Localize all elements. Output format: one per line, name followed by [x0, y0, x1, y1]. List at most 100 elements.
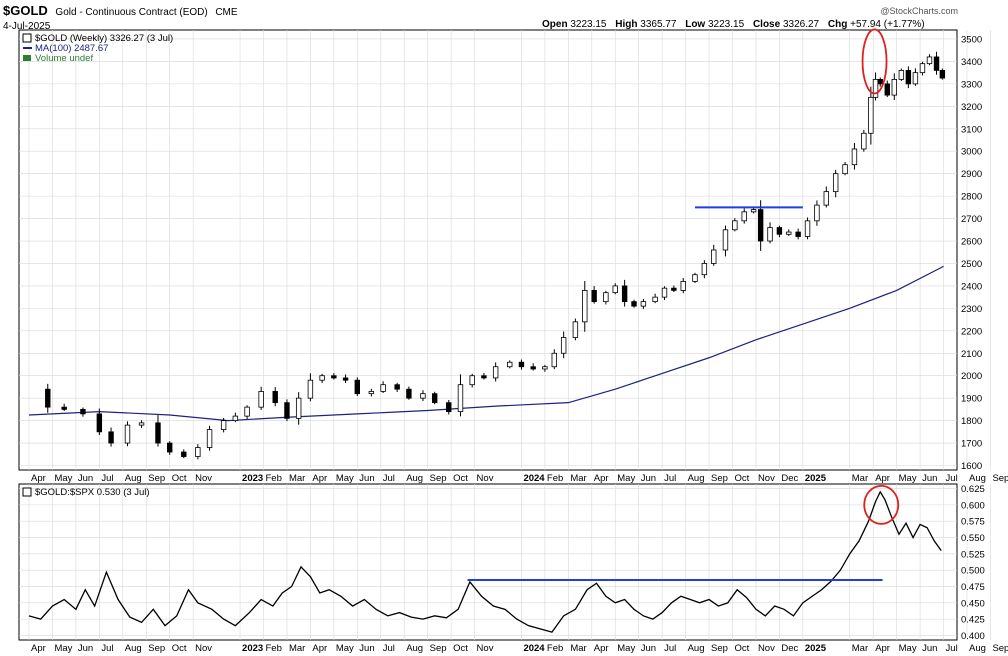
candle-down	[621, 285, 628, 303]
low-value: 3223.15	[708, 19, 745, 30]
candle-down	[61, 406, 67, 410]
x-tick-label: Jul	[383, 643, 395, 654]
x-tick-label: Jul	[664, 643, 676, 654]
x-tick-label: Jun	[359, 643, 374, 654]
candle-up	[295, 397, 302, 419]
y-tick-label: 2200	[961, 326, 982, 337]
ratio-legend-swatch	[22, 487, 32, 497]
candle-up	[368, 391, 375, 395]
x-tick-label: Sep	[711, 473, 728, 484]
exchange: CME	[215, 7, 238, 18]
candle-up	[741, 211, 747, 222]
y-tick-label: 2600	[961, 237, 982, 248]
candle-up	[919, 63, 926, 74]
x-tick-label: Mar	[852, 473, 868, 484]
candle-up	[138, 422, 145, 426]
candle-down	[905, 70, 912, 85]
y-tick-label: 0.500	[961, 566, 985, 577]
price-annotations	[694, 28, 888, 209]
price-legend-swatch	[22, 33, 32, 43]
y-tick-label: 1700	[961, 439, 982, 450]
ma-legend-text: MA(100) 2487.67	[35, 43, 108, 54]
x-tick-label: Apr	[875, 643, 890, 654]
candle-up	[891, 78, 898, 96]
symbol: $GOLD	[3, 3, 48, 18]
candle-up	[507, 361, 513, 368]
x-tick-label: Sep	[992, 473, 1008, 484]
candle-up	[701, 263, 708, 276]
x-tick-label: Apr	[31, 473, 46, 484]
candle-up	[220, 420, 227, 430]
volume-legend-swatch	[23, 55, 31, 61]
x-tick-label: Dec	[781, 643, 798, 654]
candle-down	[631, 301, 637, 307]
x-tick-label: Mar	[570, 643, 586, 654]
x-tick-label: Oct	[453, 643, 468, 654]
x-tick-label: Mar	[289, 643, 305, 654]
ma100-path	[28, 265, 944, 422]
price-panel-frame	[18, 29, 958, 471]
x-tick-label: Apr	[594, 643, 609, 654]
candle-down	[181, 451, 187, 457]
candle-down	[431, 393, 438, 404]
candle-up	[206, 429, 213, 448]
candle-up	[926, 56, 933, 65]
candle-down	[331, 375, 337, 379]
credit-label: @StockCharts.com	[880, 6, 958, 16]
candle-up	[851, 148, 858, 166]
candle-down	[272, 391, 278, 404]
x-tick-label: Sep	[148, 473, 165, 484]
x-tick-label: Feb	[266, 643, 282, 654]
candle-up	[232, 415, 239, 422]
candle-up	[823, 191, 829, 206]
y-tick-label: 3500	[961, 34, 982, 45]
y-tick-label: 2700	[961, 214, 982, 225]
candle-down	[939, 70, 946, 79]
candle-up	[786, 231, 792, 235]
candle-up	[832, 173, 839, 193]
x-tick-label: Jun	[359, 473, 374, 484]
x-tick-label: Feb	[266, 473, 282, 484]
candle-down	[757, 209, 764, 242]
ratio-highlight-circle	[863, 484, 900, 525]
x-tick-label: May	[617, 473, 635, 484]
x-tick-label: Apr	[875, 473, 890, 484]
candle-up	[469, 375, 475, 386]
y-tick-label: 2300	[961, 304, 982, 315]
candle-down	[518, 361, 525, 368]
candle-up	[711, 249, 717, 264]
candle-up	[872, 78, 879, 98]
open-value: 3223.15	[570, 19, 607, 30]
y-tick-label: 3100	[961, 124, 982, 135]
x-tick-label: May	[899, 643, 917, 654]
candle-up	[244, 406, 250, 417]
candle-up	[750, 209, 757, 213]
price-y-axis: 1600 1700 1800 1900 2000 2100 2200 2300 2400 2500…	[961, 34, 982, 472]
x-tick-label: Oct	[735, 643, 750, 654]
candle-up	[680, 281, 686, 291]
y-tick-label: 2500	[961, 259, 982, 270]
x-tick-label: Aug	[406, 473, 423, 484]
candle-up	[319, 375, 325, 381]
candle-up	[722, 229, 729, 251]
candle-up	[307, 379, 314, 399]
y-tick-label: 0.575	[961, 517, 985, 528]
candle-up	[912, 72, 919, 85]
x-tick-label: Aug	[125, 473, 142, 484]
x-tick-label: Oct	[735, 473, 750, 484]
candle-up	[732, 220, 738, 231]
y-tick-label: 0.525	[961, 549, 985, 560]
y-tick-label: 2900	[961, 169, 982, 180]
x-tick-label: Jun	[78, 473, 93, 484]
x-tick-label: 2024	[523, 473, 545, 484]
price-legend: $GOLD (Weekly) 3326.27 (3 Jul) MA(100) 2…	[22, 33, 173, 64]
price-candles	[45, 51, 946, 460]
x-tick-label: 2024	[523, 643, 545, 654]
y-tick-label: 1800	[961, 416, 982, 427]
high-value: 3365.77	[640, 19, 677, 30]
x-tick-label: Mar	[289, 473, 305, 484]
y-tick-label: 0.475	[961, 582, 985, 593]
x-tick-label: Aug	[688, 643, 705, 654]
x-tick-label: Sep	[430, 473, 447, 484]
